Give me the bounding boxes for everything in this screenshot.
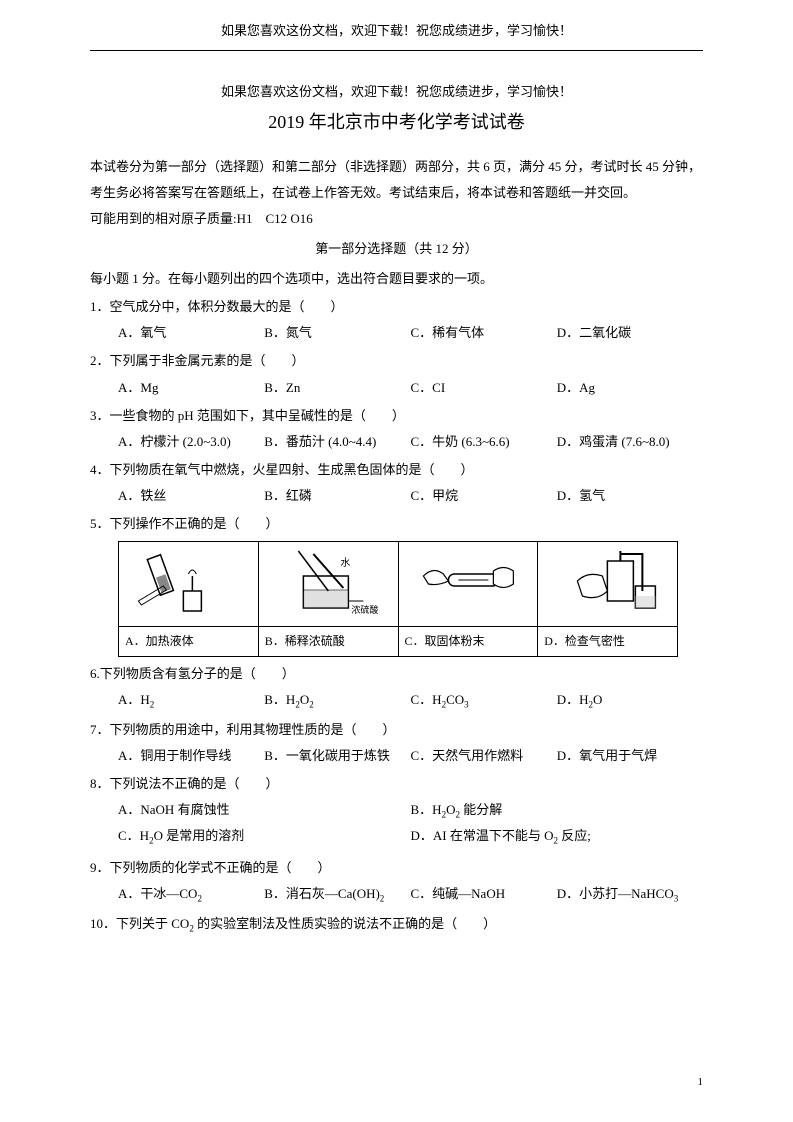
q7-option-d: D．氧气用于气焊 xyxy=(557,745,703,767)
q2-option-a: A．Mg xyxy=(118,377,264,399)
dilute-acid-icon: 水 浓硫酸 xyxy=(265,546,392,616)
question-10: 10．下列关于 CO2 的实验室制法及性质实验的说法不正确的是（ ） xyxy=(90,913,703,937)
q6-option-d: D．H2O xyxy=(557,689,703,713)
question-6: 6.下列物质含有氢分子的是（ ） A．H2 B．H2O2 C．H2CO3 D．H… xyxy=(90,663,703,713)
instruction-line: 每小题 1 分。在每小题列出的四个选项中，选出符合题目要求的一项。 xyxy=(90,268,703,290)
q4-option-a: A．铁丝 xyxy=(118,485,264,507)
q9-option-a: A．干冰—CO2 xyxy=(118,883,264,907)
page-top-header: 如果您喜欢这份文档，欢迎下载！祝您成绩进步，学习愉快！ xyxy=(90,20,703,51)
q5-stem: 5．下列操作不正确的是（ ） xyxy=(90,513,703,535)
q9-option-c: C．纯碱—NaOH xyxy=(411,883,557,907)
question-7: 7．下列物质的用途中，利用其物理性质的是（ ） A．铜用于制作导线 B．一氧化碳… xyxy=(90,719,703,767)
q6-option-c: C．H2CO3 xyxy=(411,689,557,713)
q5-option-c: C．取固体粉末 xyxy=(398,627,538,656)
q7-option-a: A．铜用于制作导线 xyxy=(118,745,264,767)
q5-option-b: B．稀释浓硫酸 xyxy=(258,627,398,656)
q5-option-d: D．检查气密性 xyxy=(538,627,678,656)
q1-stem: 1．空气成分中，体积分数最大的是（ ） xyxy=(90,296,703,318)
q6-option-b: B．H2O2 xyxy=(264,689,410,713)
q3-option-c: C．牛奶 (6.3~6.6) xyxy=(411,431,557,453)
heating-liquid-icon xyxy=(125,546,252,616)
question-5: 5．下列操作不正确的是（ ） 水 xyxy=(90,513,703,657)
q9-stem: 9．下列物质的化学式不正确的是（ ） xyxy=(90,857,703,879)
q4-option-c: C．甲烷 xyxy=(411,485,557,507)
q6-option-a: A．H2 xyxy=(118,689,264,713)
q1-option-a: A．氧气 xyxy=(118,322,264,344)
q9-option-b: B．消石灰—Ca(OH)2 xyxy=(264,883,410,907)
q2-option-b: B．Zn xyxy=(264,377,410,399)
q2-option-d: D．Ag xyxy=(557,377,703,399)
q4-option-d: D．氢气 xyxy=(557,485,703,507)
q3-option-b: B．番茄汁 (4.0~4.4) xyxy=(264,431,410,453)
take-powder-icon xyxy=(405,546,532,616)
page-number: 1 xyxy=(698,1073,704,1092)
q8-option-d: D．AI 在常温下不能与 O2 反应; xyxy=(411,825,704,849)
q6-stem: 6.下列物质含有氢分子的是（ ） xyxy=(90,663,703,685)
atomic-mass-line: 可能用到的相对原子质量:H1 C12 O16 xyxy=(90,208,703,230)
q5-img-c xyxy=(398,542,538,627)
intro-line-2: 考生务必将答案写在答题纸上，在试卷上作答无效。考试结束后，将本试卷和答题纸一并交… xyxy=(90,182,703,204)
water-label: 水 xyxy=(340,557,350,569)
q4-option-b: B．红磷 xyxy=(264,485,410,507)
section-1-title: 第一部分选择题（共 12 分） xyxy=(90,238,703,260)
sub-header: 如果您喜欢这份文档，欢迎下载！祝您成绩进步，学习愉快！ xyxy=(90,81,703,103)
q10-stem-post: 的实验室制法及性质实验的说法不正确的是（ ） xyxy=(194,916,496,931)
q5-option-a: A．加热液体 xyxy=(119,627,259,656)
q5-img-d xyxy=(538,542,678,627)
q7-stem: 7．下列物质的用途中，利用其物理性质的是（ ） xyxy=(90,719,703,741)
q8-option-b: B．H2O2 能分解 xyxy=(411,799,704,823)
check-airtight-icon xyxy=(544,546,671,616)
q2-stem: 2．下列属于非金属元素的是（ ） xyxy=(90,350,703,372)
q8-option-c: C．H2O 是常用的溶剂 xyxy=(118,825,411,849)
exam-title: 2019 年北京市中考化学考试试卷 xyxy=(90,107,703,138)
q7-option-b: B．一氧化碳用于炼铁 xyxy=(264,745,410,767)
q3-option-d: D．鸡蛋清 (7.6~8.0) xyxy=(557,431,703,453)
question-2: 2．下列属于非金属元素的是（ ） A．Mg B．Zn C．CI D．Ag xyxy=(90,350,703,398)
question-1: 1．空气成分中，体积分数最大的是（ ） A．氧气 B．氮气 C．稀有气体 D．二… xyxy=(90,296,703,344)
q3-option-a: A．柠檬汁 (2.0~3.0) xyxy=(118,431,264,453)
q3-stem: 3．一些食物的 pH 范围如下，其中呈碱性的是（ ） xyxy=(90,405,703,427)
q1-option-b: B．氮气 xyxy=(264,322,410,344)
acid-label: 浓硫酸 xyxy=(351,604,378,615)
q9-option-d: D．小苏打—NaHCO3 xyxy=(557,883,703,907)
q5-image-table: 水 浓硫酸 xyxy=(118,541,678,657)
q8-stem: 8．下列说法不正确的是（ ） xyxy=(90,773,703,795)
q7-option-c: C．天然气用作燃料 xyxy=(411,745,557,767)
question-8: 8．下列说法不正确的是（ ） A．NaOH 有腐蚀性 B．H2O2 能分解 C．… xyxy=(90,773,703,851)
q8-option-a: A．NaOH 有腐蚀性 xyxy=(118,799,411,823)
q1-option-d: D．二氧化碳 xyxy=(557,322,703,344)
question-4: 4．下列物质在氧气中燃烧，火星四射、生成黑色固体的是（ ） A．铁丝 B．红磷 … xyxy=(90,459,703,507)
q2-option-c: C．CI xyxy=(411,377,557,399)
question-9: 9．下列物质的化学式不正确的是（ ） A．干冰—CO2 B．消石灰—Ca(OH)… xyxy=(90,857,703,907)
q5-img-b: 水 浓硫酸 xyxy=(258,542,398,627)
intro-line-1: 本试卷分为第一部分（选择题）和第二部分（非选择题）两部分，共 6 页，满分 45… xyxy=(90,156,703,178)
question-3: 3．一些食物的 pH 范围如下，其中呈碱性的是（ ） A．柠檬汁 (2.0~3.… xyxy=(90,405,703,453)
q1-option-c: C．稀有气体 xyxy=(411,322,557,344)
q10-stem-pre: 10．下列关于 CO xyxy=(90,916,189,931)
q5-img-a xyxy=(119,542,259,627)
q4-stem: 4．下列物质在氧气中燃烧，火星四射、生成黑色固体的是（ ） xyxy=(90,459,703,481)
